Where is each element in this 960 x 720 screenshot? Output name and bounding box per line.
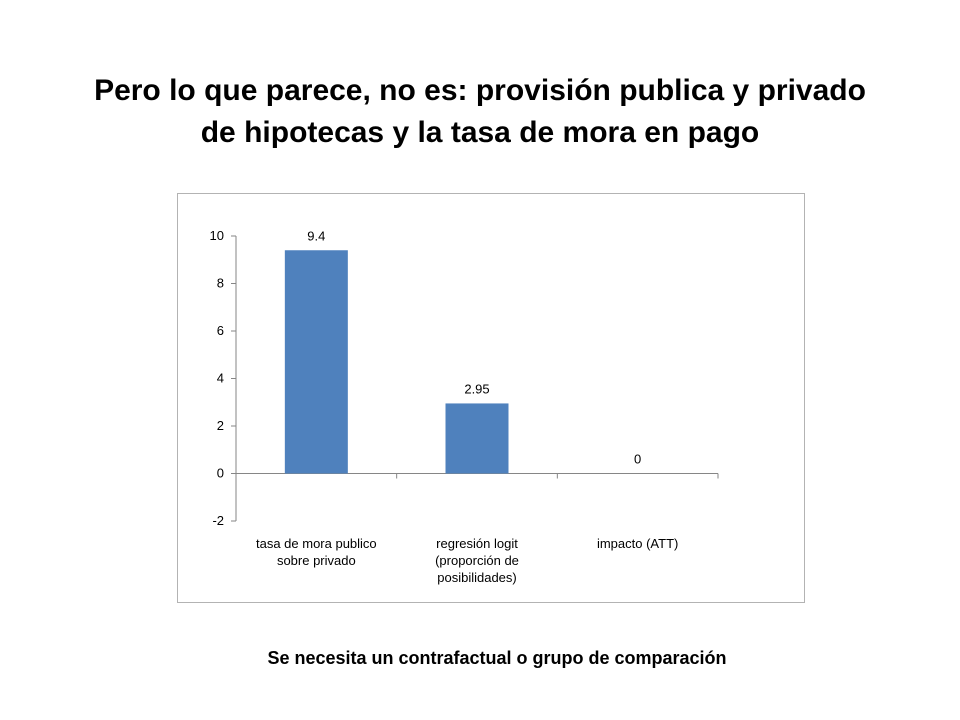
category-label-line: sobre privado bbox=[277, 553, 356, 568]
slide-title: Pero lo que parece, no es: provisión pub… bbox=[40, 70, 920, 154]
category-label: impacto (ATT) bbox=[597, 536, 678, 551]
y-tick-label: 0 bbox=[217, 466, 224, 481]
chart-frame: -2 0 2 4 6 8 10 9.4 tasa de mora publico sobre pr… bbox=[177, 193, 805, 603]
category-label: tasa de mora publico sobre privado bbox=[256, 536, 377, 568]
bar bbox=[284, 250, 348, 474]
y-tick-label: 8 bbox=[217, 276, 224, 291]
data-label: 9.4 bbox=[307, 228, 325, 243]
category-label: regresión logit (proporción de posibilidad… bbox=[435, 536, 519, 585]
footnote: Se necesita un contrafactual o grupo de … bbox=[267, 648, 727, 668]
category-label-line: impacto (ATT) bbox=[597, 536, 678, 551]
data-label: 0 bbox=[634, 452, 641, 467]
y-tick-label: 4 bbox=[217, 371, 224, 386]
bar bbox=[445, 403, 509, 474]
data-label: 2.95 bbox=[464, 381, 489, 396]
y-tick-label: -2 bbox=[212, 513, 224, 528]
category-label-line: (proporción de bbox=[435, 553, 519, 568]
y-tick-label: 6 bbox=[217, 323, 224, 338]
category-label-line: regresión logit bbox=[436, 536, 518, 551]
bar-chart: -2 0 2 4 6 8 10 9.4 tasa de mora publico sobre pr… bbox=[210, 228, 719, 585]
category-label-line: posibilidades) bbox=[437, 570, 517, 585]
y-tick-label: 2 bbox=[217, 418, 224, 433]
slide-title-line-1: Pero lo que parece, no es: provisión pub… bbox=[94, 74, 866, 107]
slide-title-line-2: de hipotecas y la tasa de mora en pago bbox=[200, 116, 760, 149]
category-label-line: tasa de mora publico bbox=[256, 536, 377, 551]
y-tick-label: 10 bbox=[210, 228, 224, 243]
